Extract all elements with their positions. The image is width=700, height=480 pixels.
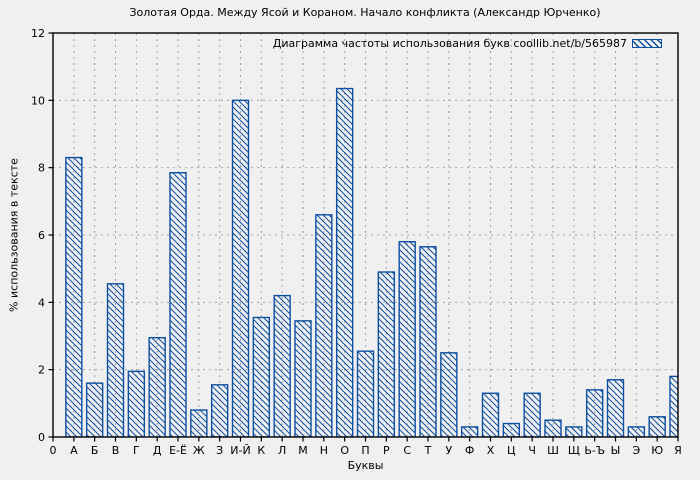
bar-П [356, 350, 375, 437]
bar-Я [669, 375, 678, 437]
y-tick-label: 8 [38, 162, 45, 175]
x-tick-label: Э [632, 444, 640, 457]
x-tick-label: Щ [568, 444, 580, 457]
x-tick-label: С [403, 444, 411, 457]
bar-Ш [544, 419, 562, 437]
x-tick-label: У [445, 444, 452, 457]
x-tick-label: Ц [507, 444, 516, 457]
bar-Р [377, 271, 396, 437]
x-tick-label: И-Й [230, 444, 250, 457]
bar-Б [85, 382, 104, 437]
x-tick-label: К [257, 444, 265, 457]
x-tick-label: Д [153, 444, 162, 457]
bar-У [440, 352, 458, 437]
x-tick-label: П [361, 444, 369, 457]
bar-А [65, 156, 83, 437]
y-tick-label: 2 [38, 364, 45, 377]
bar-Э [627, 426, 646, 437]
bar-Ы [606, 379, 625, 437]
x-tick-label: Г [133, 444, 140, 457]
x-tick-label: А [70, 444, 78, 457]
legend-swatch-icon [632, 39, 662, 48]
x-tick-label: Ж [193, 444, 205, 457]
y-tick-label: 12 [31, 27, 45, 40]
legend-label: Диаграмма частоты использования букв coo… [272, 37, 627, 50]
bar-Ю [648, 416, 666, 437]
x-tick-label: Х [487, 444, 495, 457]
bar-Ч [523, 392, 541, 437]
bar-Е-Ё [169, 172, 187, 437]
bar-Г [127, 370, 146, 437]
bar-Н [315, 214, 333, 437]
bars-group [65, 87, 678, 437]
bar-Ф [460, 426, 479, 437]
bar-С [398, 241, 416, 437]
bar-Д [148, 336, 166, 437]
y-tick-label: 10 [31, 94, 45, 107]
x-tick-label: Н [320, 444, 328, 457]
x-tick-label: М [298, 444, 308, 457]
bar-Х [481, 392, 500, 437]
x-tick-label: Я [674, 444, 682, 457]
bar-О [335, 87, 354, 437]
bar-Ж [190, 409, 208, 437]
x-tick-label: Т [424, 444, 432, 457]
bar-К [252, 316, 271, 437]
y-tick-label: 0 [38, 431, 45, 444]
x-tick-label: О [340, 444, 349, 457]
x-tick-label: Р [383, 444, 390, 457]
bar-Щ [565, 426, 583, 437]
x-axis-label: Буквы [347, 459, 384, 472]
x-tick-label: Ч [528, 444, 536, 457]
x-tick-label: Ф [465, 444, 474, 457]
x-tick-label: Ш [547, 444, 559, 457]
legend: Диаграмма частоты использования букв coo… [273, 37, 662, 50]
bar-И-Й [231, 99, 250, 437]
bar-Т [419, 246, 437, 437]
x-tick-label: 0 [50, 444, 57, 457]
x-tick-label: Ю [651, 444, 663, 457]
bar-З [210, 384, 229, 437]
x-tick-label: З [216, 444, 223, 457]
bar-В [106, 283, 125, 437]
chart-title: Золотая Орда. Между Ясой и Кораном. Нача… [129, 6, 601, 19]
y-tick-label: 4 [38, 296, 45, 309]
bar-Ь-Ъ [585, 389, 604, 437]
bar-М [294, 320, 312, 437]
x-tick-label: Ь-Ъ [584, 444, 605, 457]
y-tick-label: 6 [38, 229, 45, 242]
x-tick-label: Б [91, 444, 99, 457]
x-tick-label: Ы [611, 444, 621, 457]
x-tick-label: Е-Ё [169, 444, 187, 457]
bar-Л [273, 294, 291, 437]
bar-Ц [502, 422, 521, 437]
x-tick-label: В [112, 444, 120, 457]
x-tick-label: Л [278, 444, 286, 457]
